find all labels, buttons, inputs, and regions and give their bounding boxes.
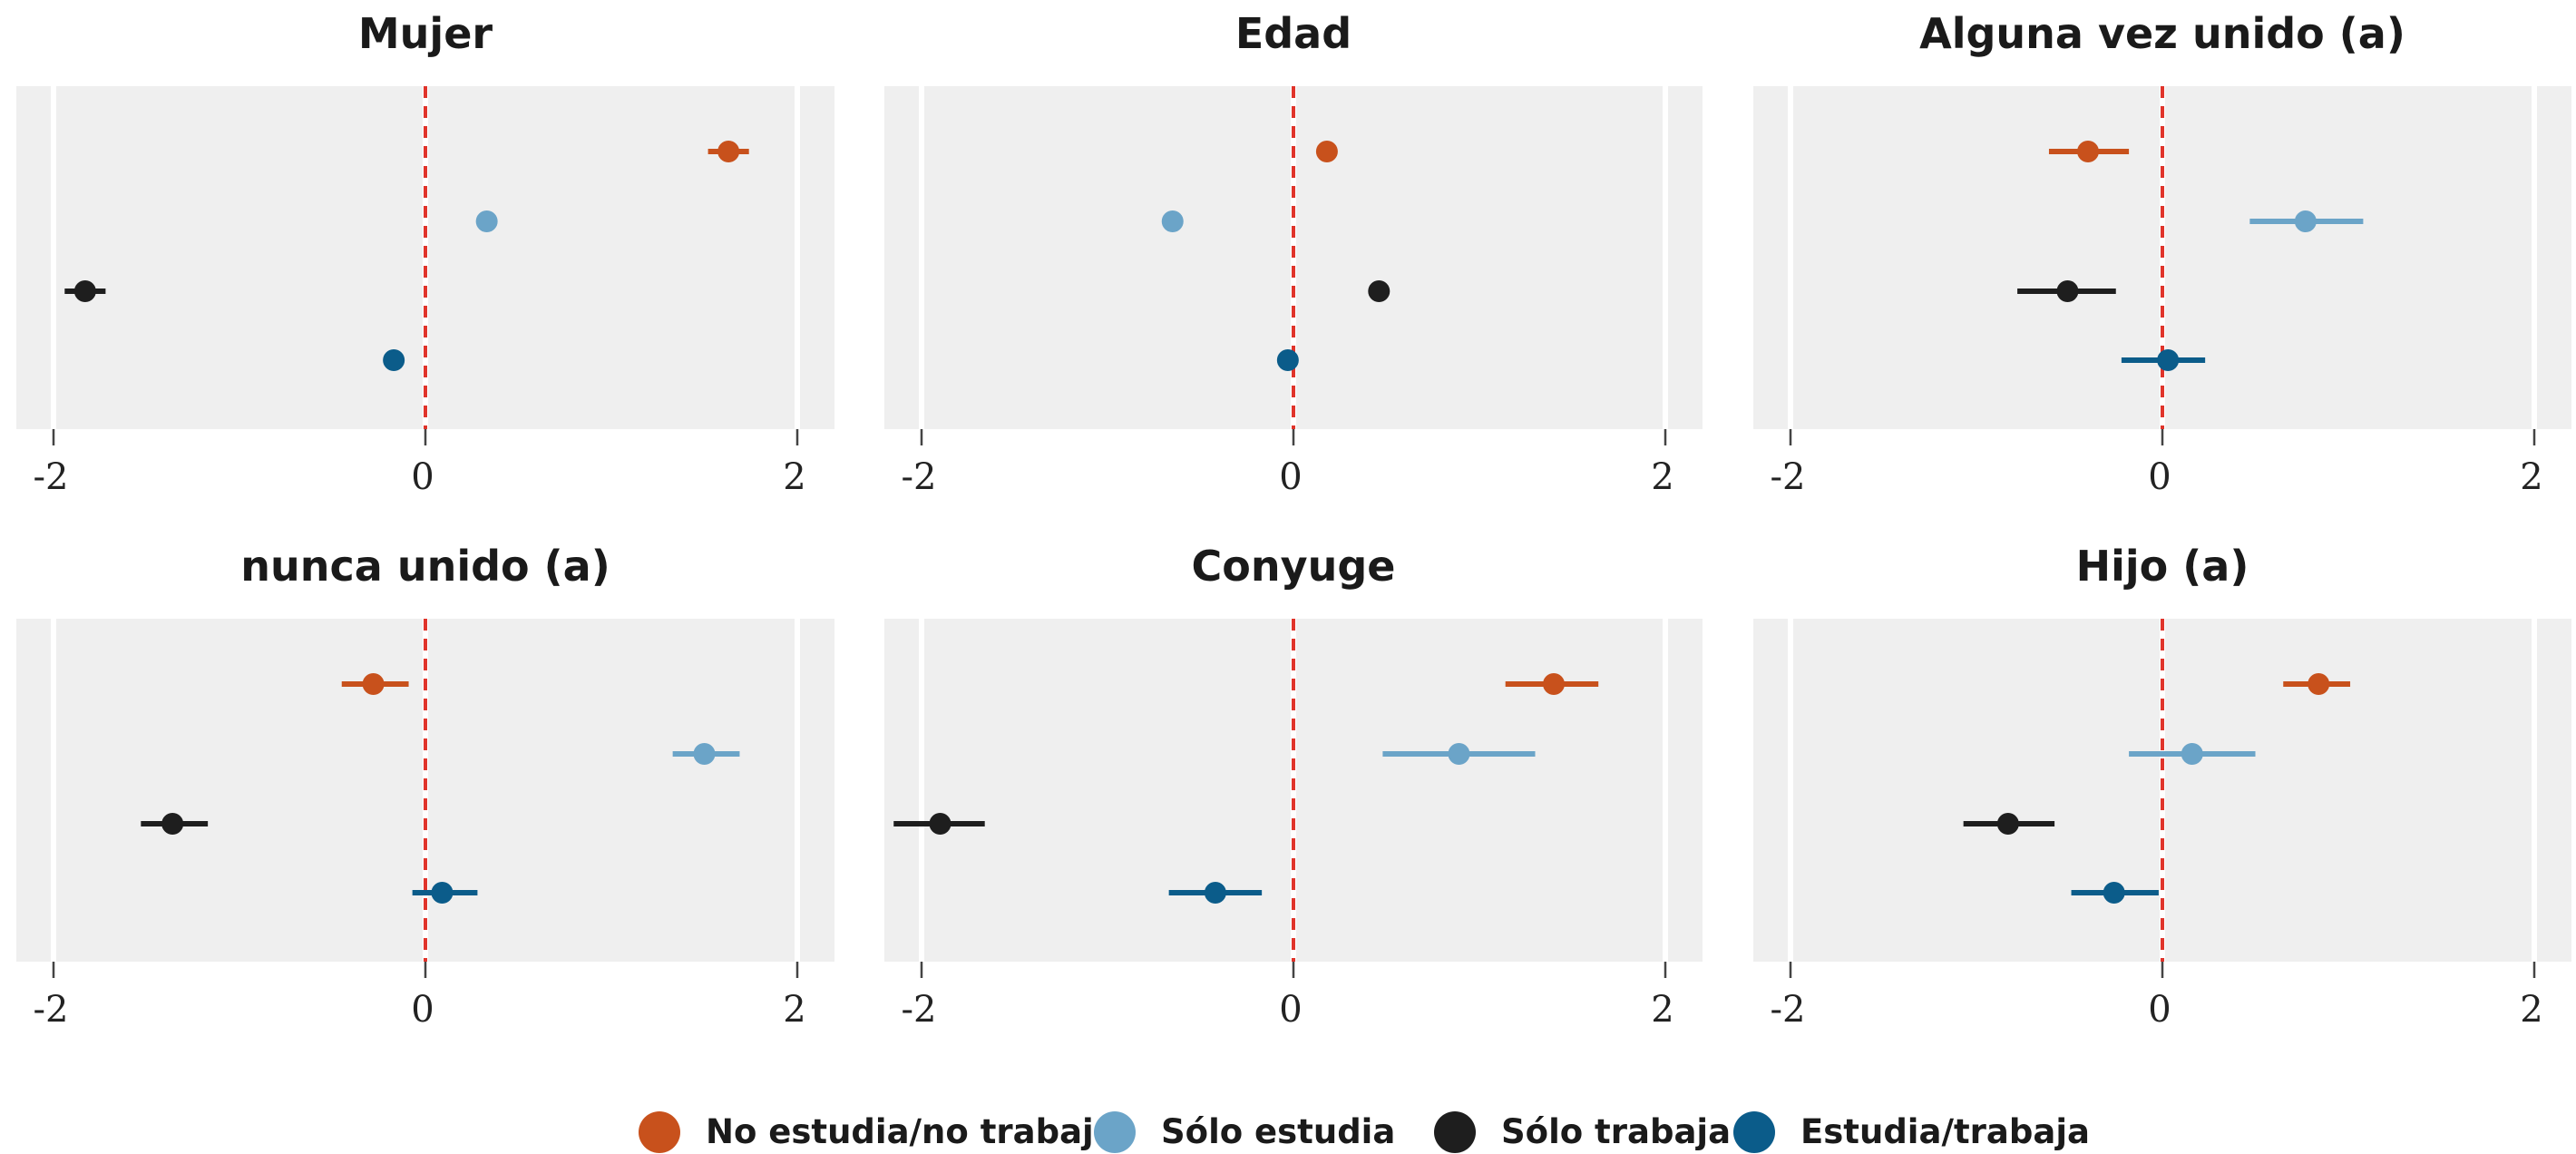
estimate-point — [2157, 349, 2180, 371]
legend: No estudia/no trabaja Sólo estudia Sólo tr… — [639, 1111, 2090, 1153]
estimate-point — [2056, 280, 2079, 302]
x-tick-label: 0 — [1279, 456, 1302, 498]
estimate-point — [73, 280, 96, 302]
legend-swatch — [1733, 1111, 1775, 1153]
legend-item: Estudia/trabaja — [1733, 1111, 2090, 1153]
estimate-point — [1543, 673, 1565, 695]
legend-swatch — [639, 1111, 680, 1153]
x-tick-label: -2 — [1771, 989, 1806, 1031]
x-tick-label: 2 — [1651, 989, 1673, 1031]
x-tick-label: -2 — [902, 456, 937, 498]
legend-label: Sólo trabaja — [1501, 1112, 1731, 1151]
x-tick-label: 2 — [783, 989, 805, 1031]
x-tick-label: 0 — [2148, 456, 2171, 498]
estimate-point — [2308, 673, 2330, 695]
estimate-point — [1368, 280, 1390, 302]
estimate-point — [2077, 141, 2099, 162]
panel-title: Conyuge — [1192, 542, 1396, 591]
estimate-point — [1276, 349, 1299, 371]
x-tick-label: -2 — [1771, 456, 1806, 498]
legend-swatch — [1434, 1111, 1476, 1153]
estimate-point — [2294, 210, 2317, 232]
x-tick-label: 0 — [411, 989, 434, 1031]
x-tick-label: 2 — [2520, 989, 2542, 1031]
estimate-point — [362, 673, 385, 695]
legend-item: Sólo trabaja — [1434, 1111, 1731, 1153]
estimate-point — [475, 210, 498, 232]
estimate-point — [2181, 743, 2203, 765]
legend-swatch — [1094, 1111, 1136, 1153]
x-tick-label: 0 — [2148, 989, 2171, 1031]
panel-3: Alguna vez unido (a) -2 0 2 — [1753, 9, 2571, 498]
x-tick-label: -2 — [34, 456, 69, 498]
panel-6: Hijo (a) -2 0 2 — [1753, 542, 2571, 1031]
estimate-point — [1315, 141, 1338, 162]
panel-title: Edad — [1235, 9, 1351, 58]
estimate-point — [161, 813, 184, 835]
panel-1: Mujer -2 0 2 — [16, 9, 834, 498]
estimate-point — [1204, 882, 1226, 904]
x-tick-label: -2 — [34, 989, 69, 1031]
x-tick-label: -2 — [902, 989, 937, 1031]
panel-title: nunca unido (a) — [240, 542, 610, 591]
estimate-point — [929, 813, 951, 835]
estimate-point — [1448, 743, 1470, 765]
estimate-point — [693, 743, 716, 765]
estimate-point — [717, 141, 740, 162]
estimate-point — [431, 882, 454, 904]
legend-label: No estudia/no trabaja — [706, 1112, 1117, 1151]
estimate-point — [383, 349, 405, 371]
panel-title: Hijo (a) — [2076, 542, 2249, 591]
x-tick-label: 2 — [783, 456, 805, 498]
estimate-point — [1996, 813, 2019, 835]
legend-label: Sólo estudia — [1161, 1112, 1395, 1151]
estimate-point — [2103, 882, 2125, 904]
x-tick-label: 2 — [1651, 456, 1673, 498]
panel-5: Conyuge -2 0 2 — [884, 542, 1703, 1031]
panel-2: Edad -2 0 2 — [884, 9, 1703, 498]
x-tick-label: 0 — [411, 456, 434, 498]
estimate-point — [1161, 210, 1184, 232]
x-tick-label: 2 — [2520, 456, 2542, 498]
panel-title: Mujer — [358, 9, 493, 58]
legend-item: No estudia/no trabaja — [639, 1111, 1117, 1153]
panel-title: Alguna vez unido (a) — [1919, 9, 2405, 58]
panel-4: nunca unido (a) -2 0 2 — [16, 542, 834, 1031]
legend-label: Estudia/trabaja — [1800, 1112, 2090, 1151]
legend-item: Sólo estudia — [1094, 1111, 1395, 1153]
x-tick-label: 0 — [1279, 989, 1302, 1031]
